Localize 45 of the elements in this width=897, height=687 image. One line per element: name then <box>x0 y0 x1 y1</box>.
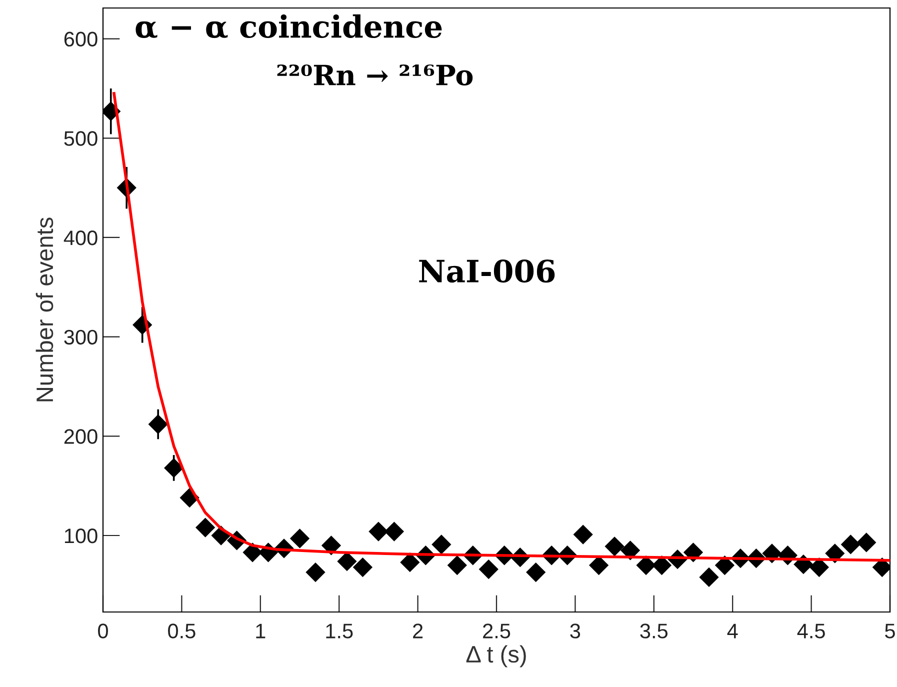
point <box>841 534 860 554</box>
x-tick-label: 0.5 <box>168 624 196 638</box>
y-tick-label: 200 <box>64 429 98 444</box>
x-tick-label: 0 <box>98 624 108 638</box>
point <box>384 522 404 542</box>
x-tick-label: 1.5 <box>326 624 353 638</box>
point <box>715 556 734 575</box>
point <box>652 556 672 575</box>
x-tick-label: 1 <box>256 624 266 638</box>
point <box>290 528 310 548</box>
point <box>306 562 326 582</box>
x-tick-label: 3 <box>570 624 580 638</box>
annotation: NaI-006 <box>419 260 555 283</box>
annotation: α − α coincidence <box>136 14 442 38</box>
point <box>574 524 593 544</box>
y-tick-label: 500 <box>64 131 98 146</box>
point <box>368 522 388 542</box>
point <box>448 556 467 575</box>
annotation: ²²⁰Rn → ²¹⁶Po <box>277 64 473 86</box>
point <box>479 560 498 579</box>
y-tick-label: 600 <box>64 32 98 47</box>
point <box>432 534 451 554</box>
y-tick-label: 100 <box>64 528 98 544</box>
point <box>400 552 420 572</box>
point <box>526 562 546 582</box>
point <box>322 536 341 555</box>
point <box>856 532 876 552</box>
point <box>636 556 656 575</box>
point <box>605 536 624 556</box>
point <box>699 568 719 587</box>
x-tick-label: 2 <box>413 624 423 638</box>
point <box>337 552 357 571</box>
point <box>825 544 844 563</box>
x-axis-title: Δ t (s) <box>466 645 526 668</box>
x-tick-label: 2.5 <box>483 624 510 638</box>
x-tick-label: 4.5 <box>797 624 825 638</box>
y-tick-label: 400 <box>64 230 98 246</box>
x-tick-label: 4 <box>727 624 738 638</box>
point <box>353 558 372 577</box>
x-tick-label: 3.5 <box>640 624 668 638</box>
point <box>810 558 829 577</box>
point <box>196 518 215 538</box>
y-axis-title: Number of events <box>36 218 54 402</box>
y-tick-label: 300 <box>64 330 98 345</box>
x-tick-label: 5 <box>885 624 895 638</box>
